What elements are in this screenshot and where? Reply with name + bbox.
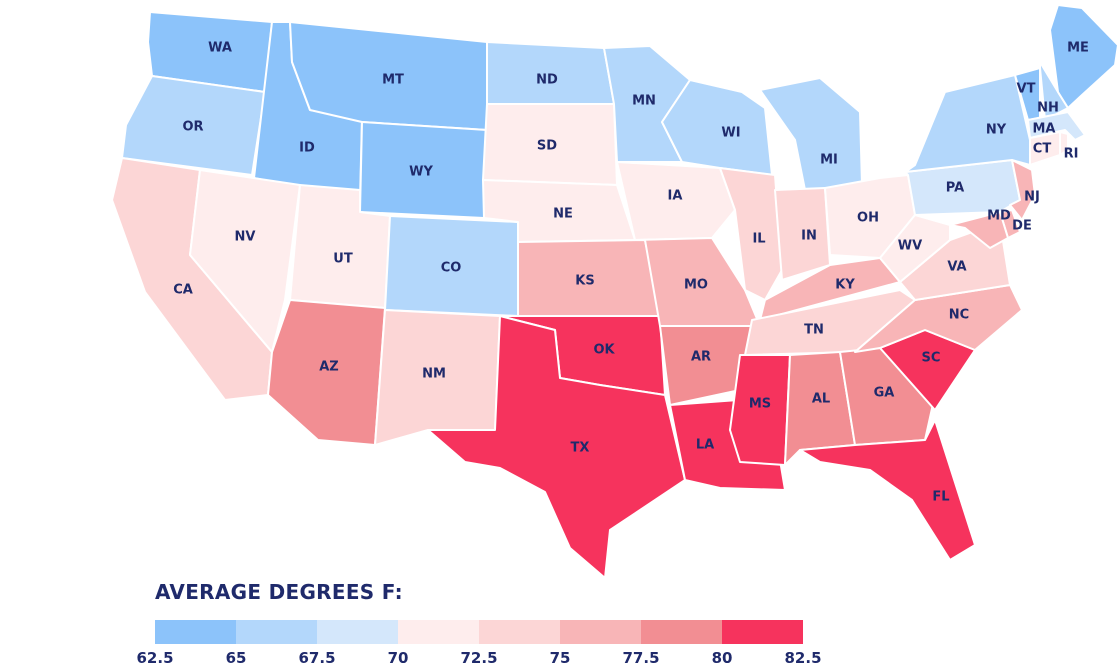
label-co: CO bbox=[441, 261, 462, 276]
label-sc: SC bbox=[922, 351, 941, 366]
label-ar: AR bbox=[691, 350, 711, 365]
label-nc: NC bbox=[949, 308, 969, 323]
label-ma: MA bbox=[1033, 122, 1056, 137]
label-me: ME bbox=[1067, 41, 1089, 56]
label-wv: WV bbox=[898, 239, 922, 254]
state-me bbox=[1049, 4, 1119, 109]
us-temperature-map: WA OR CA ID NV MT WY UT AZ CO NM ND SD N… bbox=[111, 4, 1119, 579]
label-md: MD bbox=[987, 209, 1011, 224]
legend-swatch bbox=[641, 620, 722, 644]
label-ga: GA bbox=[874, 386, 895, 401]
label-nd: ND bbox=[536, 73, 558, 88]
label-va: VA bbox=[947, 260, 966, 275]
label-az: AZ bbox=[319, 360, 339, 375]
state-nj bbox=[1009, 159, 1036, 221]
state-ia bbox=[616, 161, 736, 241]
legend-swatch bbox=[398, 620, 479, 644]
legend-tick-label: 82.5 bbox=[784, 649, 822, 667]
state-wi bbox=[661, 79, 773, 176]
label-de: DE bbox=[1012, 219, 1032, 234]
state-md bbox=[949, 211, 1009, 249]
label-ms: MS bbox=[749, 397, 771, 412]
state-or bbox=[121, 75, 266, 176]
label-nm: NM bbox=[422, 367, 446, 382]
label-il: IL bbox=[752, 232, 765, 247]
label-mt: MT bbox=[382, 73, 404, 88]
legend-tick-labels: 62.5 65 67.5 70 72.5 75 77.5 80 82.5 bbox=[136, 649, 821, 669]
label-oh: OH bbox=[857, 211, 879, 226]
legend-swatch bbox=[155, 620, 236, 644]
label-ut: UT bbox=[333, 252, 353, 267]
label-tx: TX bbox=[571, 441, 590, 456]
label-or: OR bbox=[182, 120, 203, 135]
label-wa: WA bbox=[208, 41, 232, 56]
label-ny: NY bbox=[986, 123, 1007, 138]
label-mo: MO bbox=[684, 278, 708, 293]
label-mi: MI bbox=[820, 153, 838, 168]
label-ct: CT bbox=[1033, 142, 1052, 157]
label-ia: IA bbox=[668, 189, 683, 204]
legend-tick-label: 80 bbox=[711, 649, 733, 667]
legend-tick-label: 72.5 bbox=[460, 649, 498, 667]
legend-swatch bbox=[317, 620, 398, 644]
label-nv: NV bbox=[235, 230, 256, 245]
label-al: AL bbox=[812, 392, 830, 407]
label-ks: KS bbox=[575, 274, 594, 289]
legend-color-scale bbox=[155, 620, 803, 644]
legend-swatch bbox=[722, 620, 803, 644]
state-nv bbox=[189, 169, 301, 353]
label-vt: VT bbox=[1017, 82, 1036, 97]
label-ri: RI bbox=[1064, 147, 1079, 162]
label-ok: OK bbox=[593, 343, 615, 358]
label-in: IN bbox=[801, 229, 817, 244]
label-ne: NE bbox=[553, 207, 573, 222]
state-ms bbox=[729, 354, 791, 466]
legend-tick-label: 70 bbox=[387, 649, 409, 667]
legend-swatch bbox=[236, 620, 317, 644]
label-la: LA bbox=[696, 438, 714, 453]
state-fl bbox=[799, 419, 976, 561]
legend-tick-label: 75 bbox=[549, 649, 571, 667]
label-mn: MN bbox=[632, 94, 656, 109]
label-id: ID bbox=[299, 141, 315, 156]
label-nh: NH bbox=[1037, 101, 1059, 116]
label-nj: NJ bbox=[1024, 190, 1040, 205]
state-ny bbox=[904, 74, 1031, 173]
label-tn: TN bbox=[804, 323, 824, 338]
state-wv bbox=[879, 214, 951, 283]
legend-swatch bbox=[560, 620, 641, 644]
label-pa: PA bbox=[946, 181, 964, 196]
legend-title: AVERAGE DEGREES F: bbox=[155, 580, 403, 604]
legend-tick-label: 77.5 bbox=[622, 649, 660, 667]
label-ky: KY bbox=[835, 278, 855, 293]
legend-swatch bbox=[479, 620, 560, 644]
state-ri bbox=[1059, 131, 1069, 156]
label-sd: SD bbox=[537, 139, 557, 154]
label-wi: WI bbox=[721, 126, 740, 141]
label-wy: WY bbox=[409, 165, 433, 180]
label-ca: CA bbox=[173, 283, 193, 298]
label-fl: FL bbox=[932, 490, 949, 505]
state-mi bbox=[759, 77, 863, 191]
legend-tick-label: 67.5 bbox=[298, 649, 336, 667]
legend-tick-label: 65 bbox=[225, 649, 247, 667]
legend-tick-label: 62.5 bbox=[136, 649, 174, 667]
